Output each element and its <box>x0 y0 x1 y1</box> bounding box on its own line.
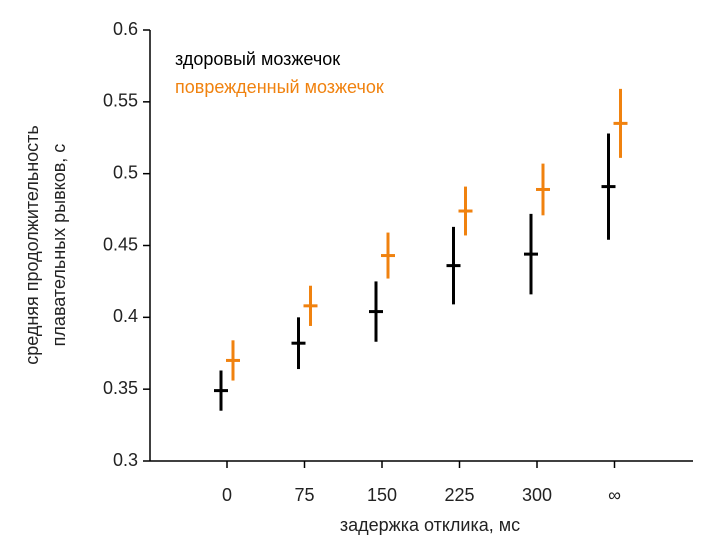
y-axis-label: плавательных рывков, с <box>49 144 69 347</box>
y-tick-label: 0.35 <box>103 378 138 398</box>
y-tick-label: 0.6 <box>113 19 138 39</box>
x-tick-label: 75 <box>294 485 314 505</box>
x-tick-label: 0 <box>222 485 232 505</box>
y-tick-label: 0.5 <box>113 162 138 182</box>
x-tick-label: 150 <box>367 485 397 505</box>
legend-label: здоровый мозжечок <box>175 49 340 69</box>
y-tick-label: 0.55 <box>103 91 138 111</box>
y-tick-label: 0.3 <box>113 450 138 470</box>
y-axis-label-group: средняя продолжительность плавательных р… <box>22 125 69 365</box>
x-tick-label: ∞ <box>608 485 621 505</box>
y-tick-label: 0.45 <box>103 234 138 254</box>
x-tick-label: 225 <box>444 485 474 505</box>
y-tick-label: 0.4 <box>113 306 138 326</box>
y-axis-label: средняя продолжительность <box>22 125 42 365</box>
x-axis-label: задержка отклика, мс <box>340 515 520 535</box>
x-tick-label: 300 <box>522 485 552 505</box>
legend-label: поврежденный мозжечок <box>175 77 384 97</box>
